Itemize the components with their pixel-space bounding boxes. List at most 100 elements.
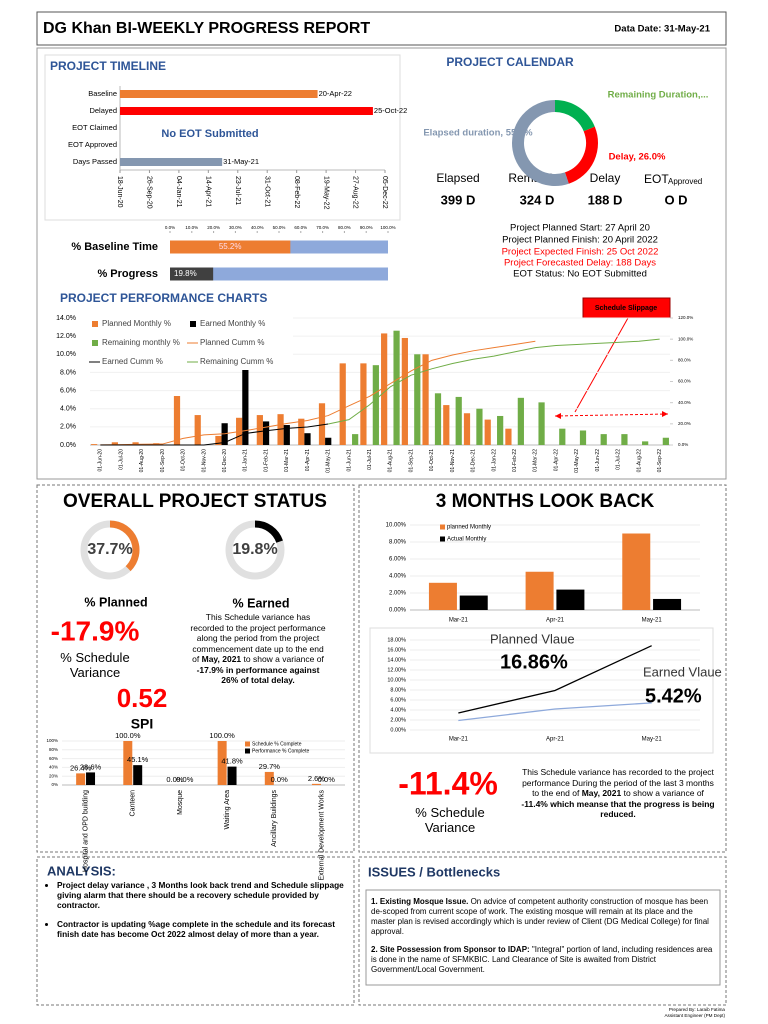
x-tick-label: 01-Oct-21 <box>429 449 435 471</box>
stat-label: Delay <box>590 171 621 185</box>
bar <box>579 430 587 445</box>
bar <box>86 772 96 785</box>
legend-label: Schedule % Complete <box>252 741 302 747</box>
stat-label: Elapsed <box>436 171 479 185</box>
legend-label: Planned Monthly % <box>102 319 171 328</box>
y2-tick-label: 0.0% <box>678 442 688 447</box>
value-label: 55.2% <box>219 242 242 251</box>
bar <box>256 415 263 445</box>
stat-value: O D <box>664 192 687 207</box>
x-tick-label: External Development Works <box>318 790 325 881</box>
bullet-list: Project delay variance , 3 Months look b… <box>45 880 345 939</box>
y-tick-label: 12.0% <box>56 333 76 340</box>
bar <box>556 589 585 610</box>
y-tick-label: 0.00% <box>390 727 406 733</box>
value-label: 2.6% <box>308 774 325 783</box>
bar <box>227 766 237 785</box>
bar <box>194 415 201 445</box>
slice-label: Remaining Duration,... <box>608 90 709 101</box>
x-tick-label: 01-Jul-20 <box>118 449 124 470</box>
x-tick-label: 01-Aug-20 <box>139 449 145 473</box>
x-tick-label: 01-Dec-21 <box>471 449 477 473</box>
value-label: 100.0% <box>115 731 141 740</box>
info-line: Project Forecasted Delay: 188 Days <box>504 258 656 269</box>
y-tick-label: 2.0% <box>60 424 76 431</box>
bar <box>132 442 139 445</box>
y-tick-label: 0.0% <box>60 442 76 449</box>
bar <box>428 582 457 610</box>
data-date: Data Date: 31-May-21 <box>614 24 710 35</box>
bar <box>120 158 223 166</box>
bar <box>133 765 143 785</box>
y-tick-label: 18.00% <box>387 637 406 643</box>
legend-swatch <box>190 321 196 327</box>
bullet: Project delay variance , 3 Months look b… <box>57 880 345 910</box>
bar <box>443 405 450 445</box>
slice-label: Elapsed duration, 55.2% <box>423 128 533 139</box>
bar <box>217 741 227 785</box>
annotation: No EOT Submitted <box>161 128 258 140</box>
x-tick-label: 01-Jun-20 <box>98 449 104 472</box>
bar <box>264 771 274 785</box>
section-title: PROJECT CALENDAR <box>446 55 574 69</box>
section-title: PROJECT TIMELINE <box>50 59 166 73</box>
bar <box>173 396 181 445</box>
value-label: 25-Oct-22 <box>374 106 407 115</box>
bar <box>283 425 290 445</box>
x-tick-label: 01-Nov-20 <box>201 449 207 473</box>
section-title: ANALYSIS: <box>47 863 116 878</box>
x-tick-label: 27-Aug-22 <box>352 176 359 209</box>
bar <box>120 90 318 98</box>
bar <box>484 419 491 445</box>
x-tick-label: Mar-21 <box>449 737 469 743</box>
y-tick-label: 4.0% <box>60 406 76 413</box>
x-tick-label: 18-Jun-20 <box>116 176 123 208</box>
y-tick-label: 10.00% <box>387 677 406 683</box>
bar <box>459 595 488 610</box>
note-text: to show a variance of <box>241 654 324 664</box>
x-tick-label: 01-Aug-21 <box>388 449 394 473</box>
x-tick-label: 01-May-22 <box>574 449 580 473</box>
bar <box>497 415 504 445</box>
bar <box>662 437 669 445</box>
value-label: 5.42% <box>645 685 702 707</box>
bar <box>242 367 249 445</box>
category-label: % Progress <box>97 268 158 280</box>
stat-value: 188 D <box>588 192 623 207</box>
bar <box>76 773 86 785</box>
bar <box>517 397 524 445</box>
value-label: 29.7% <box>259 762 281 771</box>
footer: Prepared By: Laraib Fatima Assistant Eng… <box>620 1007 725 1019</box>
bar <box>372 365 379 445</box>
x-tick-label: 01-Mar-22 <box>533 449 539 472</box>
line <box>328 338 660 425</box>
bullet: Contractor is updating %age complete in … <box>57 919 345 939</box>
bar <box>170 240 291 254</box>
x-tick-label: Ancillary Buildings <box>271 790 278 847</box>
y-tick-label: 8.0% <box>60 369 76 376</box>
value-label: 26.4% <box>70 763 92 772</box>
spi-value: 0.52 <box>117 683 168 713</box>
bar <box>525 571 554 610</box>
note-text: -11.4% which meanse that the progress is… <box>521 798 715 820</box>
issues-box <box>365 889 721 986</box>
x-tick-label: Apr-21 <box>546 618 565 624</box>
line <box>458 645 652 714</box>
legend-label: Performance % Complete <box>252 748 309 754</box>
bar <box>414 354 421 445</box>
bar <box>455 396 462 445</box>
issues-panel <box>358 856 727 1006</box>
section-title: ISSUES / Bottlenecks <box>368 864 500 879</box>
section-title: PROJECT PERFORMANCE CHARTS <box>60 291 267 305</box>
x-tick-label: 01-Oct-20 <box>181 449 187 471</box>
report-title: DG Khan BI-WEEKLY PROGRESS REPORT <box>43 20 370 37</box>
value-label: 0.0% <box>271 775 288 784</box>
issue: 2. Site Possession from Sponsor to IDAP:… <box>371 945 715 975</box>
donut-slice <box>564 126 598 184</box>
bar <box>600 434 607 445</box>
x-tick-label: 01-Nov-21 <box>450 449 456 473</box>
donut-title: % Planned <box>84 595 147 609</box>
y-tick-label: 6.0% <box>60 387 76 394</box>
